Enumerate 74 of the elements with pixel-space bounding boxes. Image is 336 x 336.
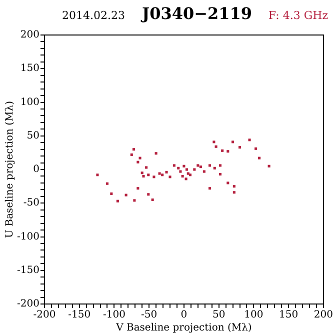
point <box>226 182 230 184</box>
point <box>177 166 180 170</box>
point <box>172 164 176 167</box>
point <box>161 174 164 176</box>
point <box>96 174 99 176</box>
y-tick-label: -50 <box>23 198 40 209</box>
point <box>130 153 133 156</box>
x-tick-label: 0 <box>180 310 188 321</box>
point <box>133 199 136 202</box>
point <box>214 145 218 148</box>
point <box>142 174 145 178</box>
point <box>238 146 242 149</box>
point <box>218 172 222 176</box>
x-tick-label: -150 <box>68 310 91 321</box>
point <box>158 172 161 175</box>
point <box>184 178 188 180</box>
y-tick-label: 0 <box>33 164 40 176</box>
point <box>232 191 236 194</box>
x-tick-label: -100 <box>102 310 126 321</box>
point <box>138 156 142 160</box>
y-tick-label: -200 <box>16 298 40 310</box>
point <box>106 182 109 185</box>
point <box>196 164 200 167</box>
point <box>212 140 216 144</box>
y-tick-label: 100 <box>20 96 40 108</box>
x-tick-label: 50 <box>212 310 226 321</box>
point <box>181 174 184 178</box>
point <box>221 149 224 152</box>
point <box>182 164 186 168</box>
y-tick-label: -150 <box>16 264 40 276</box>
point <box>136 160 140 164</box>
point <box>147 193 150 196</box>
y-tick-label: 150 <box>20 63 40 74</box>
x-tick-label: 150 <box>279 310 298 321</box>
point <box>202 170 206 173</box>
point <box>116 200 119 202</box>
y-axis-title: U Baseline projection (Mλ) <box>4 100 16 238</box>
point <box>208 187 212 190</box>
point <box>193 168 196 171</box>
point <box>226 150 230 153</box>
point <box>140 172 144 174</box>
point <box>147 174 150 176</box>
point <box>179 170 182 173</box>
point <box>248 138 251 142</box>
point <box>268 164 270 168</box>
point <box>254 147 258 150</box>
point <box>152 176 156 178</box>
x-tick-label: -50 <box>141 310 158 321</box>
chart-title: J0340−2119 <box>142 4 252 23</box>
point <box>145 166 148 169</box>
y-tick-label: 50 <box>26 130 40 142</box>
point <box>258 156 261 160</box>
point <box>154 152 158 155</box>
point <box>213 166 216 170</box>
chart-subtitle: F: 4.3 GHz <box>268 9 328 22</box>
y-tick-label: -100 <box>16 231 40 242</box>
x-tick-label: 200 <box>314 310 334 321</box>
point <box>199 166 202 168</box>
point <box>232 140 234 144</box>
point <box>232 185 236 188</box>
x-tick-label: 100 <box>244 310 264 321</box>
point <box>124 194 128 196</box>
point <box>132 148 136 151</box>
y-tick-label: 200 <box>20 30 40 41</box>
point <box>208 164 212 167</box>
point <box>165 170 168 174</box>
point <box>185 168 188 171</box>
point <box>136 187 140 190</box>
point <box>151 198 154 202</box>
point <box>168 176 172 178</box>
point <box>110 192 113 195</box>
text: 2014.02.23 <box>62 9 125 22</box>
point <box>218 164 222 167</box>
x-axis-title: V Baseline projection (Mλ) <box>115 322 252 334</box>
